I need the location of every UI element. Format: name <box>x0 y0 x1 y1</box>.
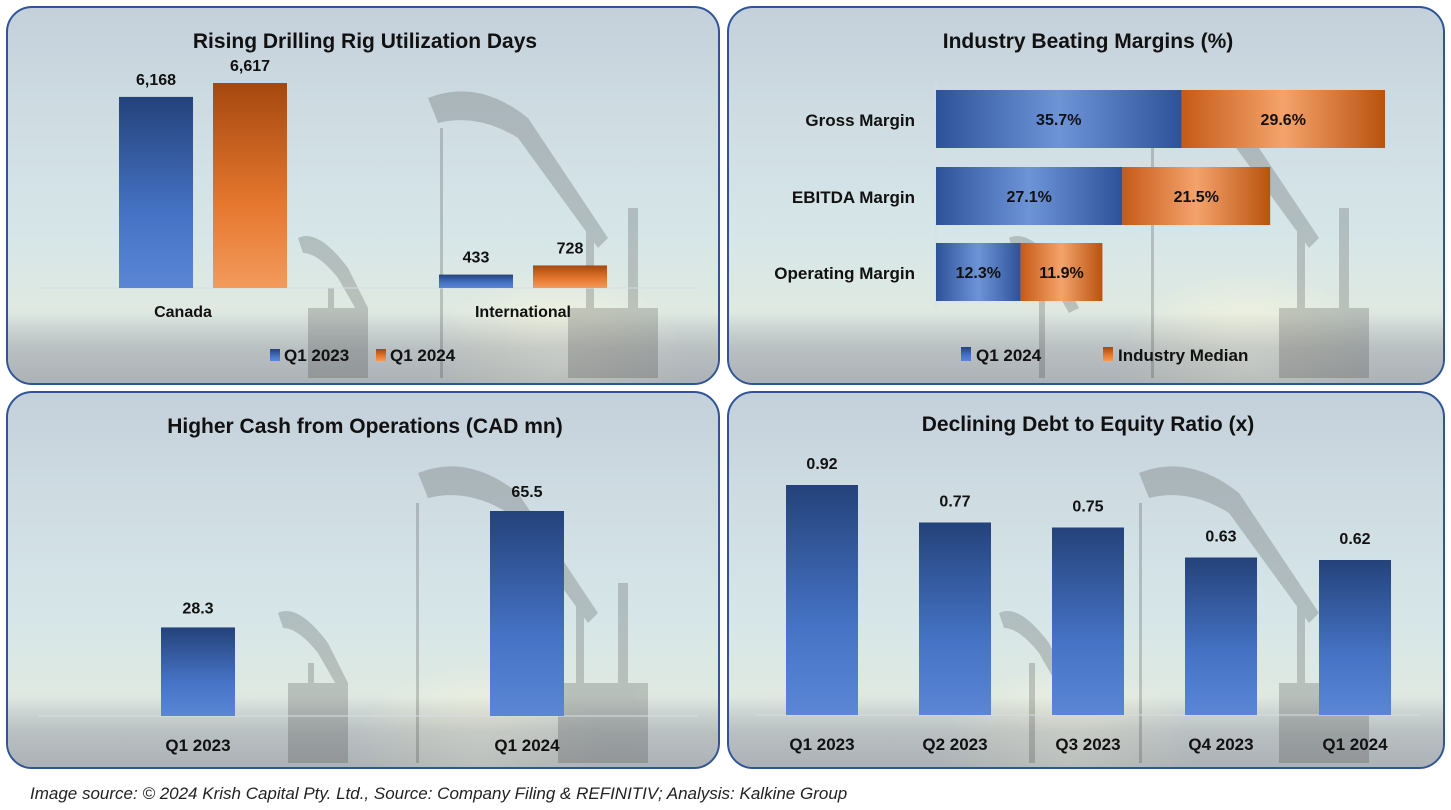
bar-q1-2024-gross-margin <box>936 90 1182 148</box>
chart-title: Industry Beating Margins (%) <box>943 30 1234 53</box>
data-label: 11.9% <box>1039 265 1083 282</box>
bar-q1-2023 <box>161 627 235 716</box>
data-label: 0.63 <box>1205 529 1236 546</box>
x-tick-label: International <box>475 304 571 321</box>
panel-rig-utilization: Rising Drilling Rig Utilization Days 6,16… <box>6 6 720 385</box>
panel-debt-equity: Declining Debt to Equity Ratio (x) 0.92 Q1… <box>727 391 1445 769</box>
y-tick-label: Gross Margin <box>805 111 915 130</box>
data-label: 28.3 <box>182 600 213 617</box>
data-label: 27.1% <box>1006 189 1051 206</box>
chart-title: Declining Debt to Equity Ratio (x) <box>922 413 1255 436</box>
bar-industry-median-operating-margin <box>1020 243 1103 301</box>
data-label: 35.7% <box>1036 112 1081 129</box>
legend-label: Industry Median <box>1118 346 1248 365</box>
data-label: 6,168 <box>136 72 176 89</box>
data-label: 6,617 <box>230 58 270 75</box>
panel-margins: Industry Beating Margins (%) 35.7% 29.6% Gr… <box>727 6 1445 385</box>
data-label: 0.77 <box>939 494 970 511</box>
bar-q1-2024-international <box>533 265 607 288</box>
legend-label: Q1 2024 <box>976 346 1042 365</box>
margins-chart: Industry Beating Margins (%) 35.7% 29.6% Gr… <box>774 30 1385 365</box>
bar-q2-2023 <box>919 522 991 715</box>
x-tick-label: Q3 2023 <box>1055 735 1120 754</box>
data-label: 433 <box>463 250 490 267</box>
data-label: 65.5 <box>511 484 542 501</box>
y-tick-label: EBITDA Margin <box>792 188 915 207</box>
legend-swatch <box>1103 347 1113 361</box>
bar-industry-median-ebitda-margin <box>1122 167 1271 225</box>
bar-q1-2023-canada <box>119 96 193 288</box>
chart-title: Higher Cash from Operations (CAD mn) <box>167 415 563 438</box>
rig-chart: Rising Drilling Rig Utilization Days 6,16… <box>38 30 698 365</box>
bar-q1-2024 <box>490 511 564 716</box>
bar-q3-2023 <box>1052 527 1124 715</box>
x-tick-label: Q4 2023 <box>1188 735 1253 754</box>
legend-label: Q1 2023 <box>284 346 349 365</box>
data-label: 29.6% <box>1261 112 1306 129</box>
data-label: 0.92 <box>806 456 837 473</box>
x-tick-label: Q1 2024 <box>494 736 560 755</box>
bar-q1-2024 <box>1319 560 1391 715</box>
bar-industry-median-gross-margin <box>1181 90 1385 148</box>
debt-equity-chart: Declining Debt to Equity Ratio (x) 0.92 Q1… <box>757 413 1419 754</box>
bar-q1-2024-operating-margin <box>936 243 1021 301</box>
x-tick-label: Q1 2024 <box>1322 735 1388 754</box>
data-label: 0.62 <box>1339 531 1370 548</box>
x-tick-label: Q1 2023 <box>165 736 230 755</box>
data-label: 12.3% <box>956 265 1001 282</box>
panel-cash-operations: Higher Cash from Operations (CAD mn) 28.3… <box>6 391 720 769</box>
legend-label: Q1 2024 <box>390 346 456 365</box>
pumpjack-silhouette <box>298 91 658 378</box>
data-label: 728 <box>557 240 584 257</box>
data-label: 21.5% <box>1174 189 1219 206</box>
bar-q1-2024-ebitda-margin <box>936 167 1123 225</box>
x-tick-label: Q2 2023 <box>922 735 987 754</box>
bar-q1-2024-canada <box>213 83 287 288</box>
legend-swatch <box>961 347 971 361</box>
cash-chart: Higher Cash from Operations (CAD mn) 28.3… <box>38 415 698 755</box>
bar-q4-2023 <box>1185 557 1257 715</box>
image-source-footer: Image source: © 2024 Krish Capital Pty. … <box>30 784 848 803</box>
chart-title: Rising Drilling Rig Utilization Days <box>193 30 537 53</box>
legend-swatch <box>270 349 280 361</box>
legend-swatch <box>376 349 386 361</box>
x-tick-label: Q1 2023 <box>789 735 854 754</box>
data-label: 0.75 <box>1072 499 1103 516</box>
bar-q1-2023 <box>786 485 858 715</box>
pumpjack-silhouette <box>278 466 648 763</box>
bar-q1-2023-international <box>439 274 513 288</box>
x-tick-label: Canada <box>154 304 212 321</box>
y-tick-label: Operating Margin <box>774 264 915 283</box>
